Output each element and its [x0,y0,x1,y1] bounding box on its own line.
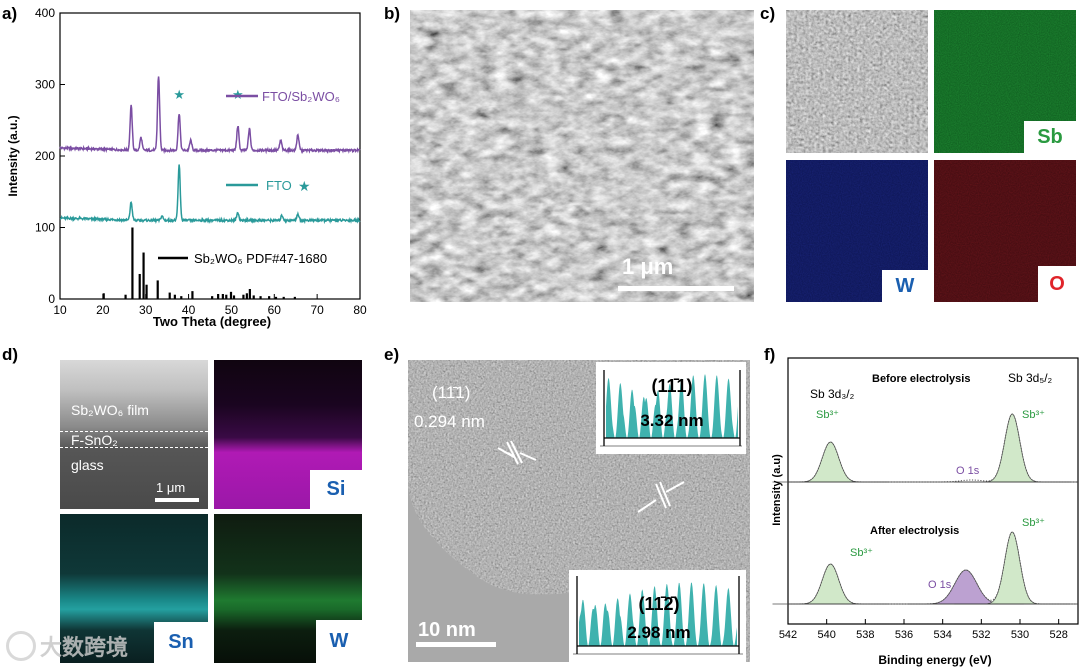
panel-label-b: b) [384,4,401,23]
eds-sb-map: Sb [934,10,1076,153]
legend-fto-star: ★ [298,178,311,194]
eds-si-tag: Si [310,470,362,509]
legend-fto: FTO [266,178,292,193]
o1s-label-1: O 1s [956,465,980,477]
xps-xtick-label: 528 [1049,629,1067,641]
watermark-logo-icon [6,631,36,661]
xrd-series-line [59,164,361,225]
sb3plus-label-1: Sb³⁺ [816,409,839,421]
eds-o-map: O [934,160,1076,302]
fft-profile-inset-1: (11̄1) 3.32 nm [596,362,746,454]
xrd-xtick-label: 70 [310,303,324,317]
xrd-ytick-label: 0 [48,292,55,306]
inset1-value: 3.32 nm [640,411,703,430]
cs-scale-label: 1 μm [156,480,186,495]
eds-sem-tile [786,10,928,153]
xps-xtick-label: 536 [895,629,913,641]
xps-xtick-label: 534 [933,629,951,641]
sem-image: 1 μm [410,10,754,302]
xrd-star-marker: ★ [232,87,244,102]
panel-label-d: d) [2,345,19,364]
inset1-plane: (11̄1) [651,376,692,396]
eds-si-map: Si [214,360,362,509]
cs-scale-bar [155,498,199,502]
sb3plus-label-3: Sb³⁺ [850,547,873,559]
inset2-plane: (11̄2̄) [638,594,679,614]
xrd-xtick-label: 30 [139,303,153,317]
xps-xtick-label: 530 [1011,629,1029,641]
sb3plus-label-4: Sb³⁺ [1022,517,1045,529]
xps-ylabel: Intensity (a.u) [771,454,783,526]
inset-profile-area [579,582,737,646]
d-spacing-label: 0.294 nm [414,412,485,431]
eds-sb-tag: Sb [1024,121,1076,153]
panel-label-e: e) [384,345,400,364]
sem-scale-bar [618,286,734,291]
eds-w2-tag: W [316,620,362,663]
xps-frame [787,357,1079,625]
xrd-xtick-label: 10 [53,303,67,317]
xps-component-peak [772,441,889,483]
fft-profile-inset-2: (11̄2̄) 2.98 nm [569,570,746,662]
xrd-xtick-label: 60 [268,303,282,317]
xps-xtick-label: 538 [856,629,874,641]
panel-label-a: a) [2,4,18,23]
xrd-ytick-label: 100 [35,221,55,235]
xps-chart: 542 540 538 536 534 532 530 528 Intensity (a.u)… [771,357,1079,667]
sb3plus-label-2: Sb³⁺ [1022,409,1045,421]
xrd-ylabel: Intensity (a.u.) [6,115,20,196]
xps-xtick-label: 532 [972,629,990,641]
tem-scale-bar [416,642,496,647]
xrd-xtick-label: 20 [96,303,110,317]
o1s-label-2: O 1s [928,579,952,591]
glass-label: glass [71,457,104,473]
xrd-series-line [59,76,361,155]
xrd-xtick-label: 80 [353,303,367,317]
xps-xtick-label: 542 [779,629,797,641]
eds-w-tag: W [882,270,928,302]
film-label: Sb₂WO₆ film [71,402,149,418]
eds-o-tag: O [1038,266,1076,302]
cross-section-sem: Sb₂WO₆ film F-SnO₂ glass 1 μm [60,360,208,509]
fto-layer-label: F-SnO₂ [71,432,118,448]
tem-scale-label: 10 nm [418,619,476,641]
xrd-ytick-label: 300 [35,78,55,92]
inset-profile-area [606,374,738,438]
xps-envelope [788,531,1078,605]
inset2-value: 2.98 nm [627,623,690,642]
watermark: 大数跨境 [6,630,128,662]
sb3d32-label: Sb 3d₃/₂ [810,387,855,401]
xrd-chart: 10 20 30 40 50 60 70 80 0 100 200 300 400 ★ ★ FTO/Sb₂… [6,6,367,329]
xrd-star-marker: ★ [173,87,185,102]
legend-ref: Sb₂WO₆ PDF#47-1680 [194,251,327,266]
xps-xtick-label: 540 [817,629,835,641]
sem-scale-label: 1 μm [622,254,674,279]
xrd-ytick-label: 200 [35,149,55,163]
xrd-ytick-label: 400 [35,6,55,20]
panel-label-c: c) [760,4,776,23]
xrd-xlabel: Two Theta (degree) [153,314,271,329]
xrd-xtick-label: 40 [182,303,196,317]
legend-fto-sb2wo6: FTO/Sb₂WO₆ [262,89,340,104]
xps-xlabel: Binding energy (eV) [878,653,991,667]
xrd-xtick-label: 50 [225,303,239,317]
sb3d52-label: Sb 3d₅/₂ [1008,371,1053,385]
eds-sn-map: Sn [60,514,208,663]
panel-label-f: f) [764,345,776,364]
xps-component-peak [772,563,889,605]
after-label: After electrolysis [870,525,959,537]
eds-w2-map: W [214,514,362,663]
eds-sn-tag: Sn [154,622,208,663]
plane-label: (11̄1) [432,383,470,402]
before-label: Before electrolysis [872,373,970,385]
eds-w-map: W [786,160,928,302]
